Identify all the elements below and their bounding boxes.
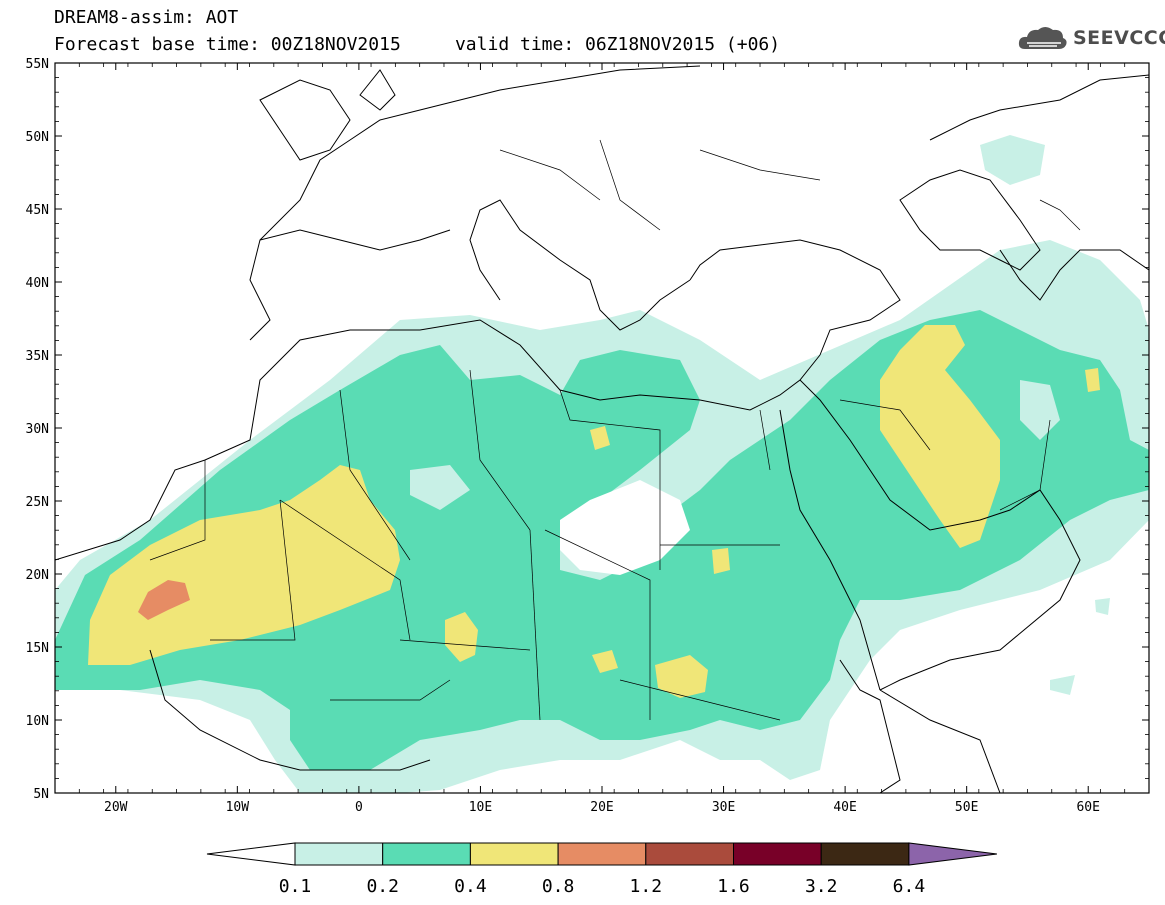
cloud-icon xyxy=(1018,27,1067,49)
aot-0.4-0.8-b2 xyxy=(655,655,708,698)
colorbar-labels: 0.1 0.2 0.4 0.8 1.2 1.6 3.2 6.4 xyxy=(279,876,925,897)
colorbar-swatch xyxy=(469,842,559,866)
lat-label: 20N xyxy=(26,568,49,583)
colorbar-label: 3.2 xyxy=(805,876,838,897)
lon-label: 20E xyxy=(590,800,613,815)
lat-label: 5N xyxy=(33,787,49,802)
lat-label: 35N xyxy=(26,349,49,364)
lon-label: 40E xyxy=(833,800,856,815)
colorbar-label: 0.8 xyxy=(542,876,575,897)
colorbar-swatch xyxy=(382,842,471,866)
colorbar-under-arrow xyxy=(206,842,296,866)
aot-0.4-0.8-b6 xyxy=(1085,368,1100,392)
longitude-labels: 20W 10W 0 10E 20E 30E 40E 50E 60E xyxy=(104,800,1100,815)
colorbar-label: 1.6 xyxy=(717,876,750,897)
aot-0.4-0.8-b5 xyxy=(712,548,730,574)
aot-field xyxy=(55,65,1149,793)
aot-0.1-0.2-east xyxy=(980,135,1045,185)
aot-below-0.1-center xyxy=(560,480,690,575)
aot-0.4-0.8-west xyxy=(88,465,400,665)
colorbar-label: 6.4 xyxy=(893,876,926,897)
aot-0.1-0.2-e3 xyxy=(1050,675,1075,695)
colorbar xyxy=(206,842,997,866)
aot-hole-2 xyxy=(1020,380,1060,440)
colorbar-swatch xyxy=(557,842,647,866)
lat-label: 50N xyxy=(26,130,49,145)
lon-label: 10E xyxy=(469,800,492,815)
aot-0.4-0.8-b3 xyxy=(592,650,618,673)
lon-label: 10W xyxy=(226,800,250,815)
forecast-time-line: Forecast base time: 00Z18NOV2015 valid t… xyxy=(54,34,781,55)
lat-label: 10N xyxy=(26,714,49,729)
aot-0.4-0.8-b4 xyxy=(590,426,610,450)
colorbar-swatch xyxy=(294,842,384,866)
aot-0.1-0.2-e2 xyxy=(1095,598,1110,615)
lon-label: 60E xyxy=(1076,800,1099,815)
colorbar-swatch xyxy=(645,842,734,866)
colorbar-swatch xyxy=(820,842,910,866)
logo-text: SEEVCCC xyxy=(1073,27,1165,49)
colorbar-label: 1.2 xyxy=(630,876,663,897)
colorbar-label: 0.2 xyxy=(366,876,399,897)
aot-0.8-1.2 xyxy=(138,580,190,620)
lat-label: 55N xyxy=(26,57,49,72)
colorbar-over-arrow xyxy=(908,842,997,866)
map-title: DREAM8-assim: AOT xyxy=(54,7,239,28)
country-borders xyxy=(149,139,1081,721)
aot-0.4-0.8-east xyxy=(880,325,1000,548)
lat-label: 45N xyxy=(26,203,49,218)
aot-hole-1 xyxy=(410,465,470,510)
lat-label: 25N xyxy=(26,495,49,510)
lat-label: 40N xyxy=(26,276,49,291)
latitude-labels: 5N 10N 15N 20N 25N 30N 35N 40N 45N 50N 55N xyxy=(26,57,49,802)
colorbar-label: 0.4 xyxy=(454,876,487,897)
lat-label: 30N xyxy=(26,422,49,437)
colorbar-label: 0.1 xyxy=(279,876,312,897)
lon-label: 50E xyxy=(955,800,978,815)
coastlines xyxy=(55,65,1149,793)
axis-ticks xyxy=(54,62,1150,794)
aot-0.4-0.8-b1 xyxy=(445,612,478,662)
lat-label: 15N xyxy=(26,641,49,656)
colorbar-swatch xyxy=(733,842,822,866)
seevccc-logo: SEEVCCC xyxy=(1017,22,1165,54)
lon-label: 30E xyxy=(712,800,735,815)
aot-0.2-0.4 xyxy=(55,310,1149,770)
lon-label: 20W xyxy=(104,800,128,815)
lon-label: 0 xyxy=(355,800,363,815)
